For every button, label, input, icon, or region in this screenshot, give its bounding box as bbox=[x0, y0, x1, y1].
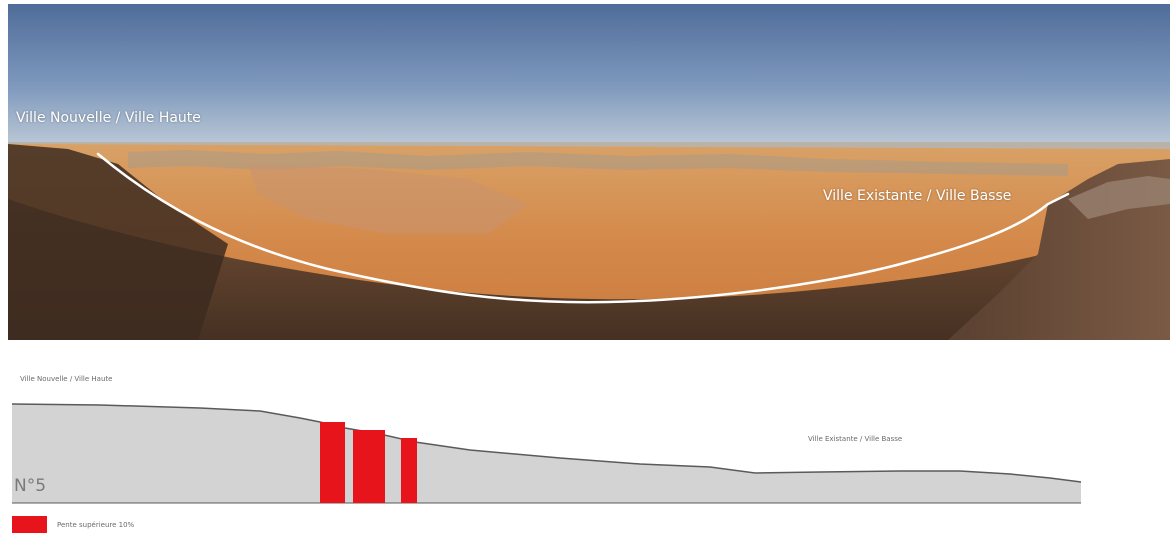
desert-panorama-photo bbox=[8, 4, 1170, 340]
profile-number: N°5 bbox=[14, 476, 47, 496]
legend-label: Pente supérieure 10% bbox=[57, 521, 135, 529]
photo-label-ville-existante: Ville Existante / Ville Basse bbox=[823, 188, 1012, 204]
terrain-profile-line bbox=[11, 403, 1082, 483]
steep-slope-bar bbox=[353, 430, 385, 503]
photo-label-ville-nouvelle: Ville Nouvelle / Ville Haute bbox=[16, 110, 201, 126]
steep-slope-bar bbox=[401, 438, 417, 503]
terrain-profile-section bbox=[11, 403, 1082, 504]
profile-label-ville-nouvelle: Ville Nouvelle / Ville Haute bbox=[20, 375, 113, 383]
steep-slope-bar bbox=[320, 422, 345, 503]
terrain-profile-fill bbox=[12, 404, 1081, 503]
legend-swatch bbox=[12, 516, 47, 533]
profile-label-ville-existante: Ville Existante / Ville Basse bbox=[808, 435, 903, 443]
